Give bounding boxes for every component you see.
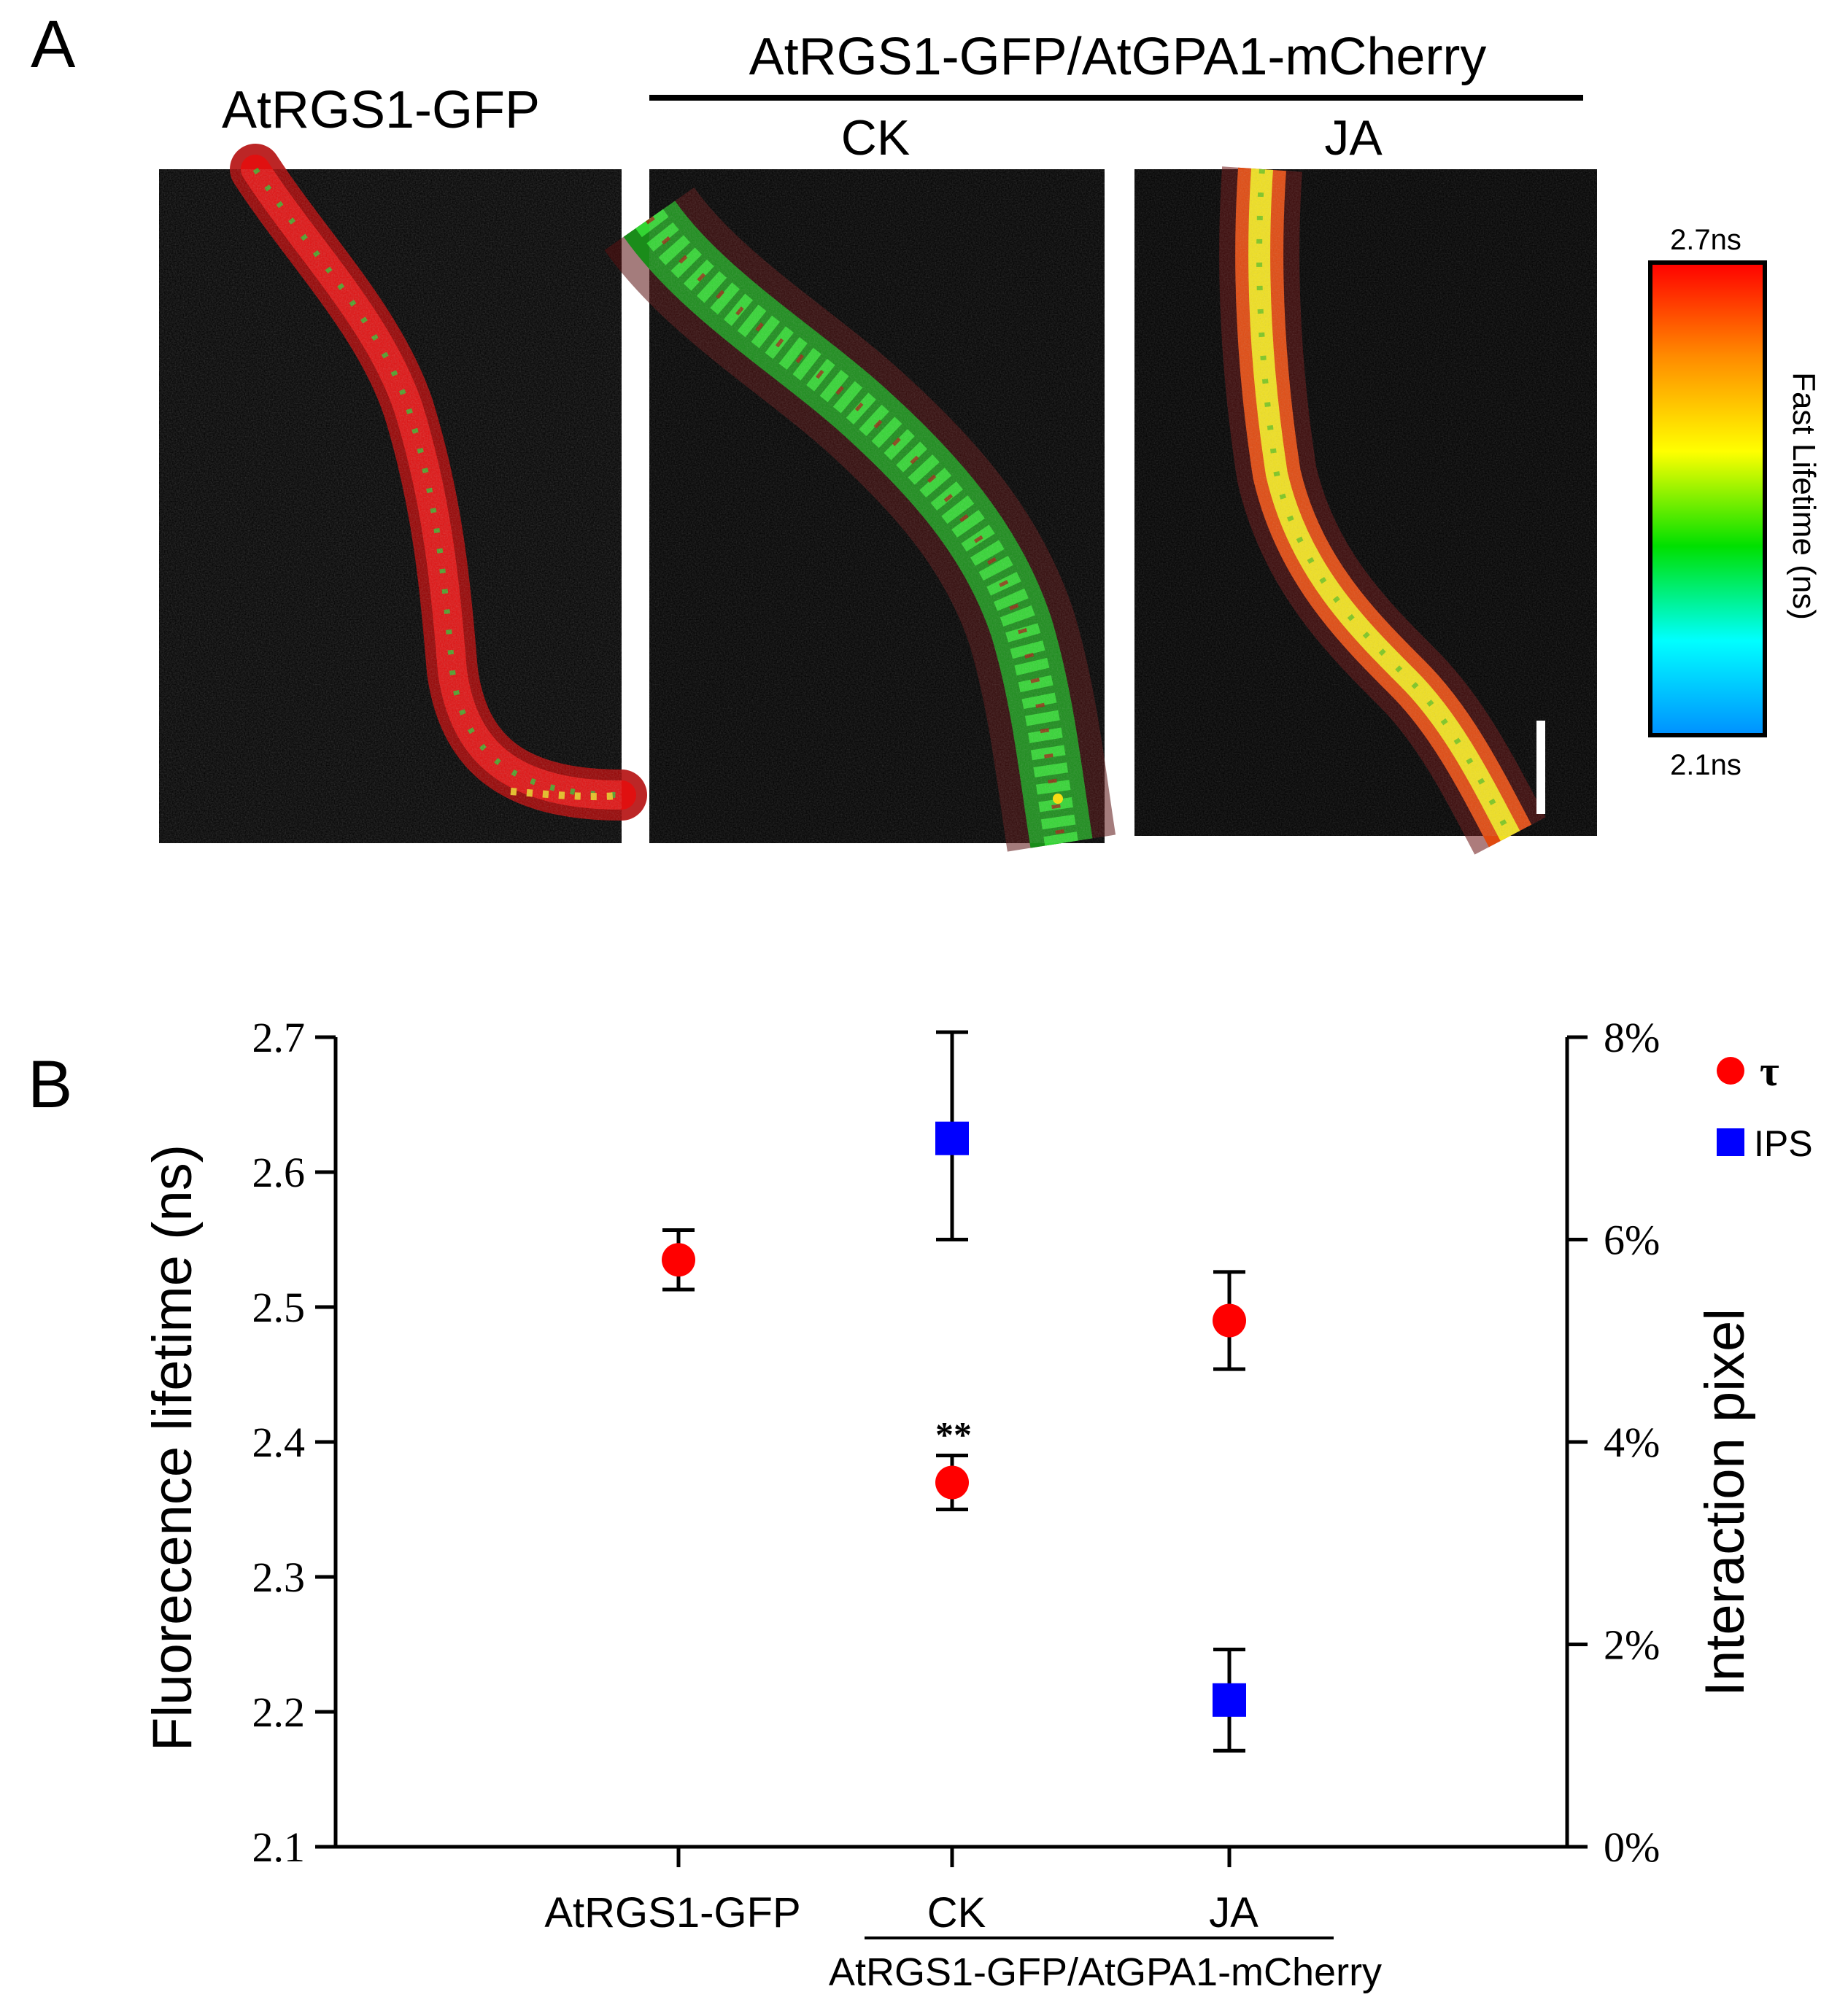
marker-circle [1213,1303,1246,1338]
y-tick-label-left: 2.7 [252,1014,306,1061]
y-tick-label-left: 2.4 [252,1419,306,1466]
y-tick-label-right: 6% [1604,1217,1660,1264]
marker-square [1213,1683,1246,1717]
legend-tau-marker [1717,1057,1744,1085]
panel-b-label: B [28,1047,72,1122]
marker-circle [935,1465,969,1500]
y-axis-label-left: Fluorecence lifetime (ns) [142,1144,204,1751]
panel-a: A AtRGS1-GFP/AtGPA1-mCherry AtRGS1-GFP C… [31,7,1822,855]
x-tick-label: AtRGS1-GFP [544,1889,800,1936]
data-point-tau-atrgs1-gfp [662,1228,695,1292]
marker-circle [662,1243,695,1277]
data-point-tau-ck: ** [935,1414,972,1511]
group-label-b: AtRGS1-GFP/AtGPA1-mCherry [829,1950,1382,1994]
y-tick-label-right: 0% [1604,1823,1660,1871]
y-tick-label-left: 2.1 [252,1823,306,1871]
y-tick-label-left: 2.6 [252,1149,306,1196]
x-tick-label: CK [927,1889,986,1936]
panel-b: B 2.1 2.2 2.3 2.4 2.5 2.6 2.7 0% 2% 4% 6% 8% AtRGS… [28,1014,1813,1994]
panel-a-label: A [31,7,76,82]
image-title-ck: CK [841,110,910,166]
data-point-ips-ja [1213,1647,1246,1753]
group-title-a: AtRGS1-GFP/AtGPA1-mCherry [749,28,1487,86]
colorbar-gradient [1648,260,1767,737]
colorbar: 2.7ns 2.1ns Fast Lifetime (ns) [1648,224,1822,781]
y-tick-label-right: 8% [1604,1014,1660,1061]
marker-square [935,1121,969,1155]
y-tick-label-left: 2.5 [252,1284,306,1331]
y-tick-label-left: 2.3 [252,1554,306,1601]
legend-ips-label: IPS [1754,1123,1813,1164]
micrograph-ck [604,169,1116,852]
y-tick-label-right: 2% [1604,1621,1660,1669]
data-point-ips-ck [935,1030,969,1241]
colorbar-min-label: 2.1ns [1670,749,1741,781]
colorbar-axis-label: Fast Lifetime (ns) [1786,372,1822,620]
colorbar-max-label: 2.7ns [1670,224,1741,256]
image-title-atrgs1-gfp: AtRGS1-GFP [222,81,540,139]
legend-tau-label: τ [1760,1047,1779,1095]
significance-annotation: ** [935,1414,972,1455]
scale-bar [1536,721,1545,814]
x-tick-label: JA [1209,1889,1259,1936]
micrograph-ja [1134,166,1597,855]
legend: τ IPS [1717,1047,1813,1164]
data-point-tau-ja [1213,1270,1246,1371]
legend-ips-marker [1717,1128,1744,1156]
y-axis-label-right: Interaction pixel [1694,1309,1756,1697]
y-tick-label-right: 4% [1604,1419,1660,1466]
micrograph-atrgs1-gfp [159,144,647,843]
image-title-ja: JA [1324,110,1383,166]
lifetime-chart: 2.1 2.2 2.3 2.4 2.5 2.6 2.7 0% 2% 4% 6% 8% AtRGS1-… [142,1014,1813,1994]
y-tick-label-left: 2.2 [252,1689,306,1736]
